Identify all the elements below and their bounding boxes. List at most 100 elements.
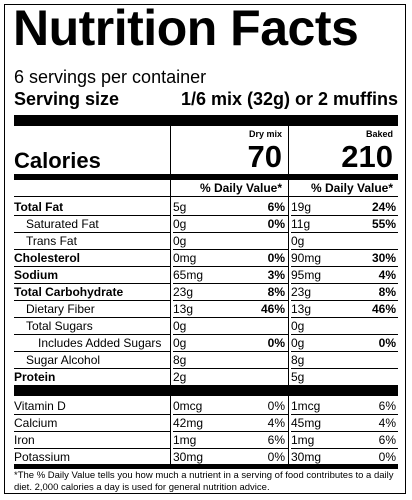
serving-size-label: Serving size xyxy=(14,89,120,109)
row-divider xyxy=(14,431,170,432)
nutrient-row: Total Fat 5g 6% 19g 24% xyxy=(14,198,398,216)
baked-percent: 0% xyxy=(378,450,396,464)
row-divider xyxy=(173,317,288,318)
dry-mix-percent: 6% xyxy=(267,200,285,214)
baked-amount: 95mg xyxy=(291,268,322,282)
baked-percent: 8% xyxy=(378,285,396,299)
dry-mix-amount: 30mg xyxy=(173,450,204,464)
nutrient-row: Includes Added Sugars 0g 0% 0g 0% xyxy=(14,334,398,352)
dry-mix-percent: 6% xyxy=(267,433,285,447)
thick-divider-vitamins xyxy=(14,385,398,396)
dry-mix-percent: 8% xyxy=(267,285,285,299)
nutrient-name: Calcium xyxy=(14,416,58,430)
dry-mix-amount: 0mcg xyxy=(173,399,203,413)
nutrient-name: Cholesterol xyxy=(14,251,81,265)
row-divider xyxy=(173,232,288,233)
row-divider xyxy=(291,431,398,432)
vitamin-row: Calcium 42mg 4% 45mg 4% xyxy=(14,414,398,432)
baked-amount: 1mg xyxy=(291,433,315,447)
nutrient-name: Dietary Fiber xyxy=(26,302,95,316)
baked-amount: 0g xyxy=(291,336,305,350)
row-divider xyxy=(291,249,398,250)
nutrient-row: Total Sugars 0g 0g xyxy=(14,317,398,335)
baked-amount: 23g xyxy=(291,285,312,299)
baked-amount: 8g xyxy=(291,353,305,367)
dry-mix-percent: 0% xyxy=(267,450,285,464)
nutrient-name: Trans Fat xyxy=(26,234,77,248)
dry-mix-amount: 5g xyxy=(173,200,187,214)
column-divider-right xyxy=(288,126,289,469)
row-divider xyxy=(14,283,170,284)
row-divider xyxy=(291,300,398,301)
dry-mix-percent: 3% xyxy=(267,268,285,282)
vitamin-row: Iron 1mg 6% 1mg 6% xyxy=(14,431,398,449)
baked-calories: 210 xyxy=(341,139,393,174)
row-divider xyxy=(173,448,288,449)
nutrient-name: Protein xyxy=(14,370,56,384)
baked-amount: 90mg xyxy=(291,251,322,265)
row-divider xyxy=(173,266,288,267)
dry-mix-header: Dry mix xyxy=(248,129,282,139)
row-divider xyxy=(14,300,170,301)
column-divider-left xyxy=(170,126,171,469)
row-divider xyxy=(291,283,398,284)
baked-amount: 0g xyxy=(291,319,305,333)
nutrition-label: Nutrition Facts 6 servings per container… xyxy=(4,0,406,494)
row-divider xyxy=(291,215,398,216)
nutrient-name: Potassium xyxy=(14,450,71,464)
row-divider xyxy=(173,249,288,250)
calories-divider xyxy=(14,174,398,180)
nutrient-row: Sugar Alcohol 8g 8g xyxy=(14,351,398,369)
baked-percent: 4% xyxy=(378,268,396,282)
baked-percent: 55% xyxy=(371,217,396,231)
row-divider xyxy=(173,300,288,301)
row-divider xyxy=(14,414,170,415)
dry-mix-percent: 0% xyxy=(267,217,285,231)
row-divider xyxy=(291,448,398,449)
baked-header: Baked xyxy=(365,129,393,139)
nutrient-name: Total Carbohydrate xyxy=(14,285,124,299)
baked-percent: 24% xyxy=(371,200,396,214)
footnote-divider xyxy=(14,464,398,469)
dry-mix-amount: 13g xyxy=(173,302,194,316)
dry-mix-amount: 0mg xyxy=(173,251,197,265)
nutrient-row: Cholesterol 0mg 0% 90mg 30% xyxy=(14,249,398,267)
nutrient-row: Trans Fat 0g 0g xyxy=(14,232,398,250)
dry-mix-amount: 65mg xyxy=(173,268,204,282)
row-divider xyxy=(173,414,288,415)
baked-percent: 6% xyxy=(378,399,396,413)
nutrient-name: Iron xyxy=(14,433,35,447)
row-divider xyxy=(291,368,398,369)
row-divider xyxy=(14,249,170,250)
dry-mix-percent: 0% xyxy=(267,336,285,350)
row-divider xyxy=(173,283,288,284)
nutrient-row: Saturated Fat 0g 0% 11g 55% xyxy=(14,215,398,233)
daily-value-footnote: *The % Daily Value tells you how much a … xyxy=(14,470,394,493)
dry-mix-amount: 42mg xyxy=(173,416,204,430)
row-divider xyxy=(14,266,170,267)
dry-mix-percent: 0% xyxy=(267,251,285,265)
row-divider xyxy=(173,431,288,432)
dry-mix-amount: 23g xyxy=(173,285,194,299)
dry-mix-amount: 2g xyxy=(173,370,187,384)
row-divider xyxy=(14,317,170,318)
dry-mix-amount: 8g xyxy=(173,353,187,367)
row-divider xyxy=(291,334,398,335)
baked-amount: 13g xyxy=(291,302,312,316)
nutrient-name: Total Fat xyxy=(14,200,64,214)
daily-value-divider xyxy=(14,196,398,197)
dry-mix-calories: 70 xyxy=(247,139,282,174)
dry-mix-amount: 1mg xyxy=(173,433,197,447)
row-divider xyxy=(291,414,398,415)
baked-percent: 0% xyxy=(378,336,396,350)
baked-daily-value-header: % Daily Value* xyxy=(310,181,393,195)
row-divider xyxy=(291,317,398,318)
baked-amount: 1mcg xyxy=(291,399,321,413)
dry-mix-amount: 0g xyxy=(173,217,187,231)
nutrient-row: Sodium 65mg 3% 95mg 4% xyxy=(14,266,398,284)
row-divider xyxy=(291,351,398,352)
calories-label: Calories xyxy=(14,148,101,173)
row-divider xyxy=(291,232,398,233)
thick-divider-top xyxy=(14,115,398,126)
label-title: Nutrition Facts xyxy=(13,0,359,56)
